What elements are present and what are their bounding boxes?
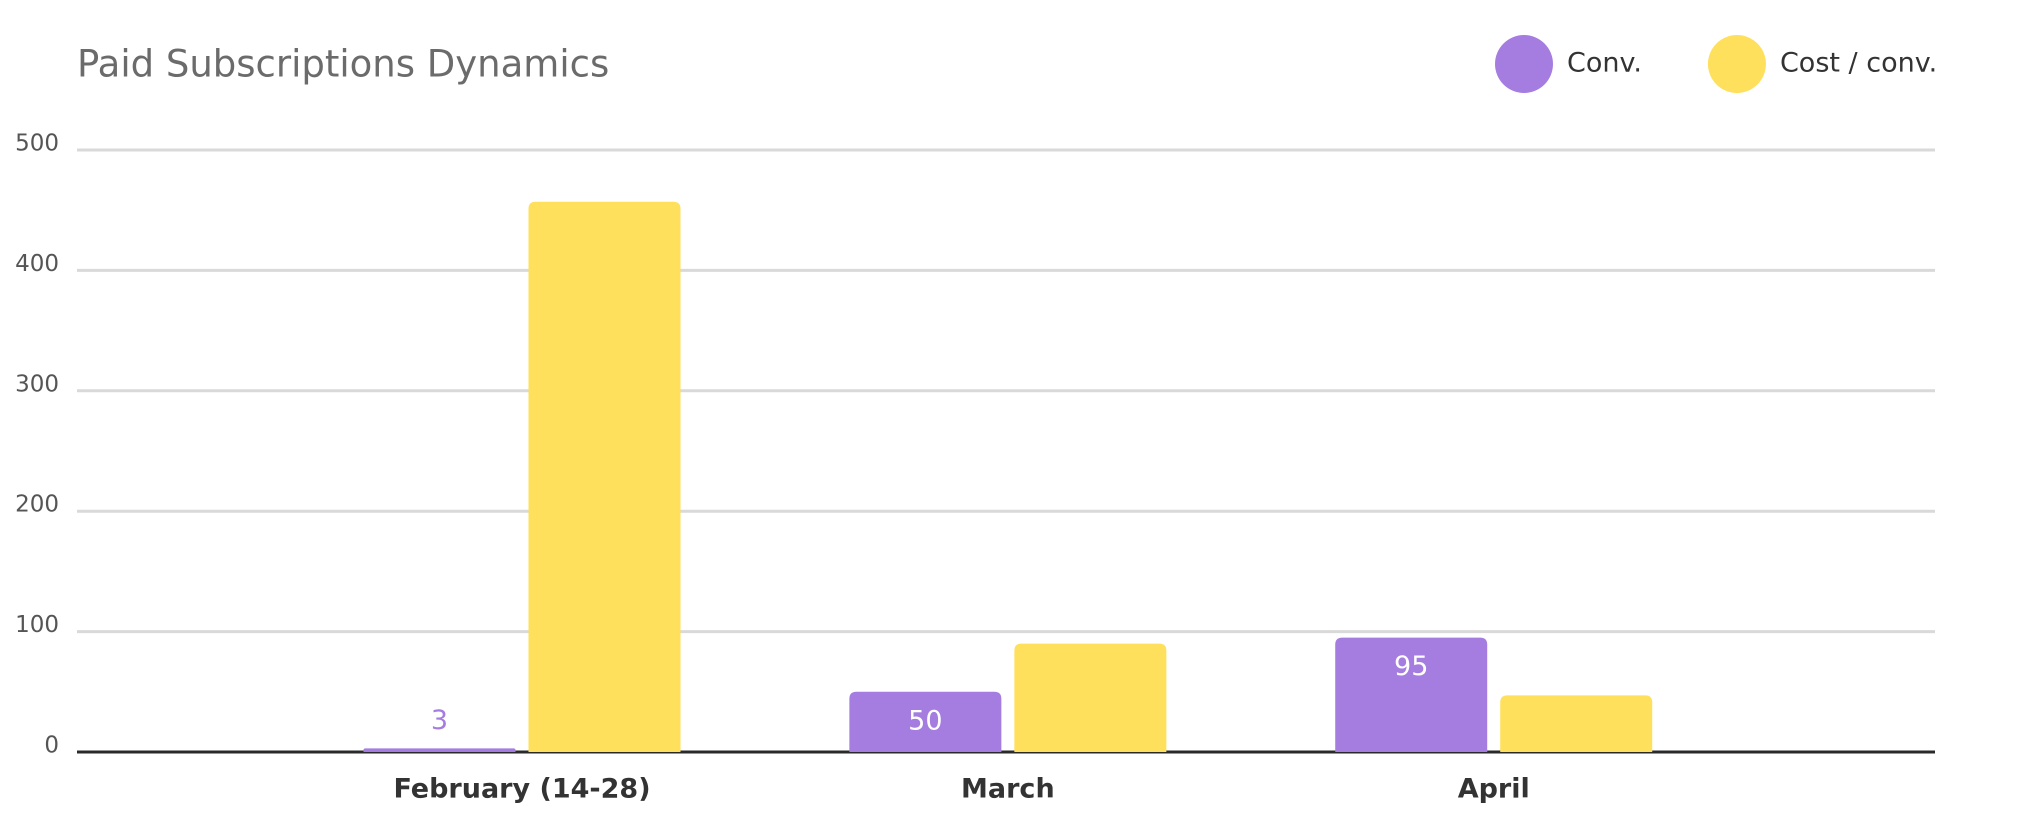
y-tick-label: 500 [15, 131, 59, 157]
x-tick-label: February (14-28) [393, 774, 650, 805]
legend-label: Conv. [1567, 48, 1642, 79]
legend-swatch [1495, 35, 1553, 93]
bar [849, 691, 1002, 752]
data-label: 3 [431, 705, 448, 736]
bar [363, 748, 516, 752]
legend-label: Cost / conv. [1780, 48, 1937, 79]
y-tick-label: 300 [15, 371, 59, 397]
legend-swatch [1707, 35, 1766, 93]
y-tick-label: 0 [44, 733, 59, 759]
x-tick-label: March [961, 774, 1055, 805]
bar [1500, 695, 1653, 752]
bar [528, 201, 681, 753]
data-label: 95 [1394, 651, 1428, 682]
chart-title: Paid Subscriptions Dynamics [77, 43, 609, 86]
y-tick-label: 100 [15, 612, 59, 638]
bar [1335, 637, 1488, 752]
data-label: 50 [908, 705, 942, 736]
y-tick-label: 200 [15, 492, 59, 518]
y-tick-label: 400 [15, 251, 59, 277]
x-tick-label: April [1458, 774, 1530, 805]
bar [1014, 643, 1167, 752]
